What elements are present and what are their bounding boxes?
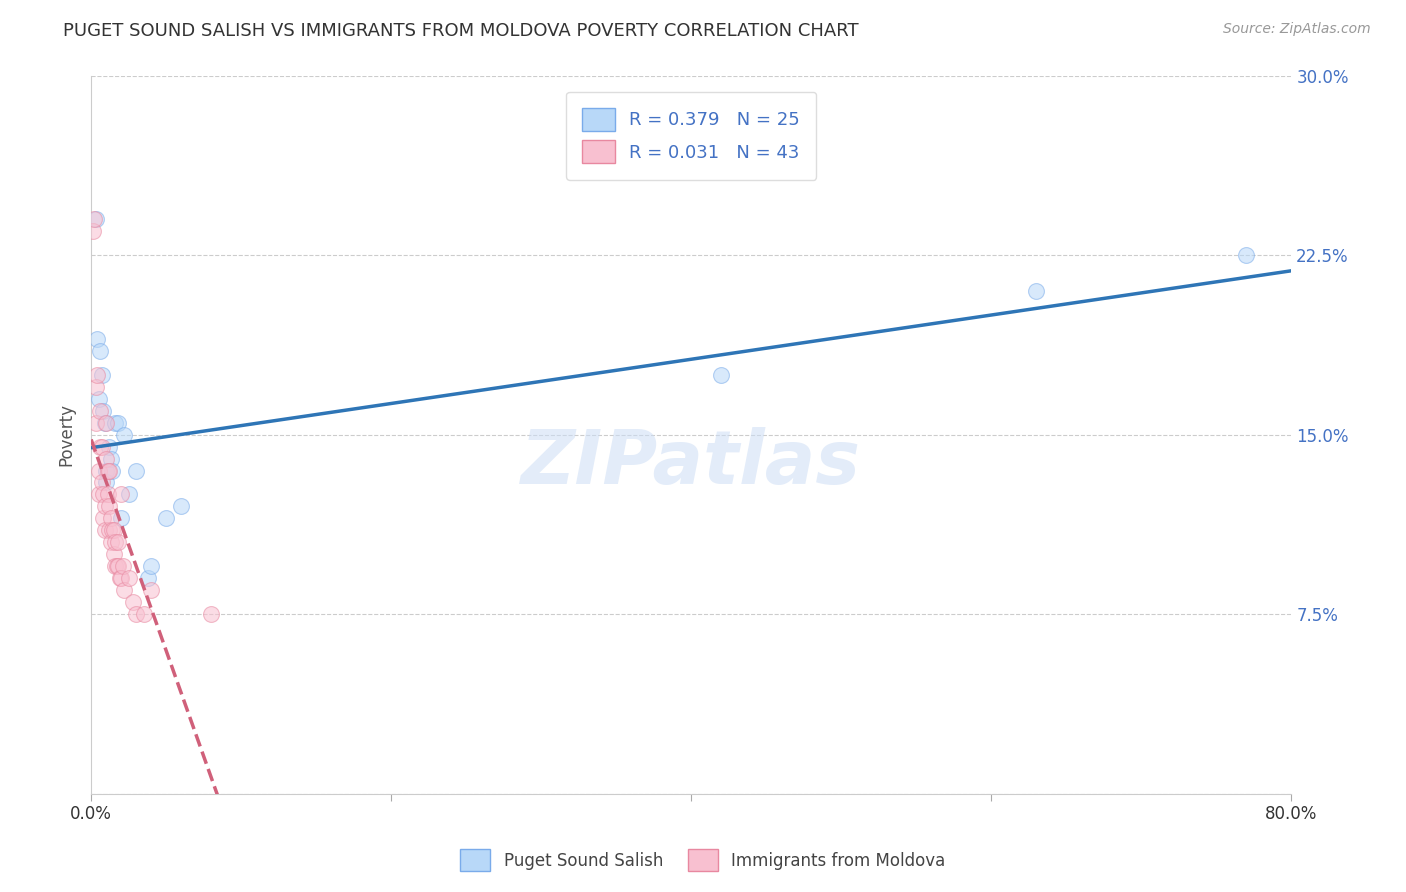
Point: [98, 440, 121, 454]
Point: [98, 524, 121, 538]
Point: [110, 571, 132, 585]
Point: [200, 607, 222, 621]
Point: [107, 416, 129, 430]
Point: [103, 524, 125, 538]
Point: [84, 416, 107, 430]
Point: [84, 380, 107, 394]
Point: [155, 511, 177, 525]
Text: PUGET SOUND SALISH VS IMMIGRANTS FROM MOLDOVA POVERTY CORRELATION CHART: PUGET SOUND SALISH VS IMMIGRANTS FROM MO…: [63, 22, 859, 40]
Point: [91, 487, 114, 501]
Point: [96, 451, 118, 466]
Point: [97, 487, 120, 501]
Text: ZIPatlas: ZIPatlas: [522, 427, 862, 500]
Point: [87, 463, 110, 477]
Point: [96, 475, 118, 490]
Point: [87, 392, 110, 406]
Point: [93, 416, 115, 430]
Point: [82, 224, 104, 238]
Point: [125, 463, 148, 477]
Point: [170, 500, 193, 514]
Point: [112, 427, 135, 442]
Point: [87, 487, 110, 501]
Point: [96, 416, 118, 430]
Point: [105, 559, 128, 574]
Point: [98, 500, 121, 514]
Point: [107, 559, 129, 574]
Point: [96, 463, 118, 477]
Point: [132, 607, 155, 621]
Point: [86, 368, 108, 382]
Legend: R = 0.379   N = 25, R = 0.031   N = 43: R = 0.379 N = 25, R = 0.031 N = 43: [567, 92, 817, 179]
Point: [118, 571, 141, 585]
Point: [98, 463, 121, 477]
Point: [111, 559, 134, 574]
Point: [125, 607, 148, 621]
Point: [91, 511, 114, 525]
Point: [100, 511, 122, 525]
Point: [83, 212, 105, 227]
Point: [93, 524, 115, 538]
Point: [93, 500, 115, 514]
Point: [104, 535, 127, 549]
Point: [86, 332, 108, 346]
Point: [90, 440, 112, 454]
Point: [110, 511, 132, 525]
Point: [141, 583, 163, 598]
Point: [108, 571, 131, 585]
Point: [89, 403, 111, 417]
Point: [104, 559, 127, 574]
Point: [90, 475, 112, 490]
Point: [710, 368, 733, 382]
Point: [89, 343, 111, 358]
Legend: Puget Sound Salish, Immigrants from Moldova: Puget Sound Salish, Immigrants from Mold…: [451, 841, 955, 880]
Point: [122, 595, 145, 609]
Point: [89, 440, 111, 454]
Point: [90, 368, 112, 382]
Point: [101, 463, 124, 477]
Point: [100, 535, 122, 549]
Point: [84, 212, 107, 227]
Point: [112, 583, 135, 598]
Point: [100, 451, 122, 466]
Point: [110, 487, 132, 501]
Point: [101, 524, 124, 538]
Point: [118, 487, 141, 501]
Point: [136, 571, 159, 585]
Point: [97, 463, 120, 477]
Y-axis label: Poverty: Poverty: [58, 403, 75, 467]
Point: [104, 416, 127, 430]
Point: [107, 535, 129, 549]
Point: [1025, 284, 1047, 298]
Point: [1234, 248, 1257, 262]
Text: Source: ZipAtlas.com: Source: ZipAtlas.com: [1223, 22, 1371, 37]
Point: [103, 547, 125, 561]
Point: [141, 559, 163, 574]
Point: [91, 403, 114, 417]
